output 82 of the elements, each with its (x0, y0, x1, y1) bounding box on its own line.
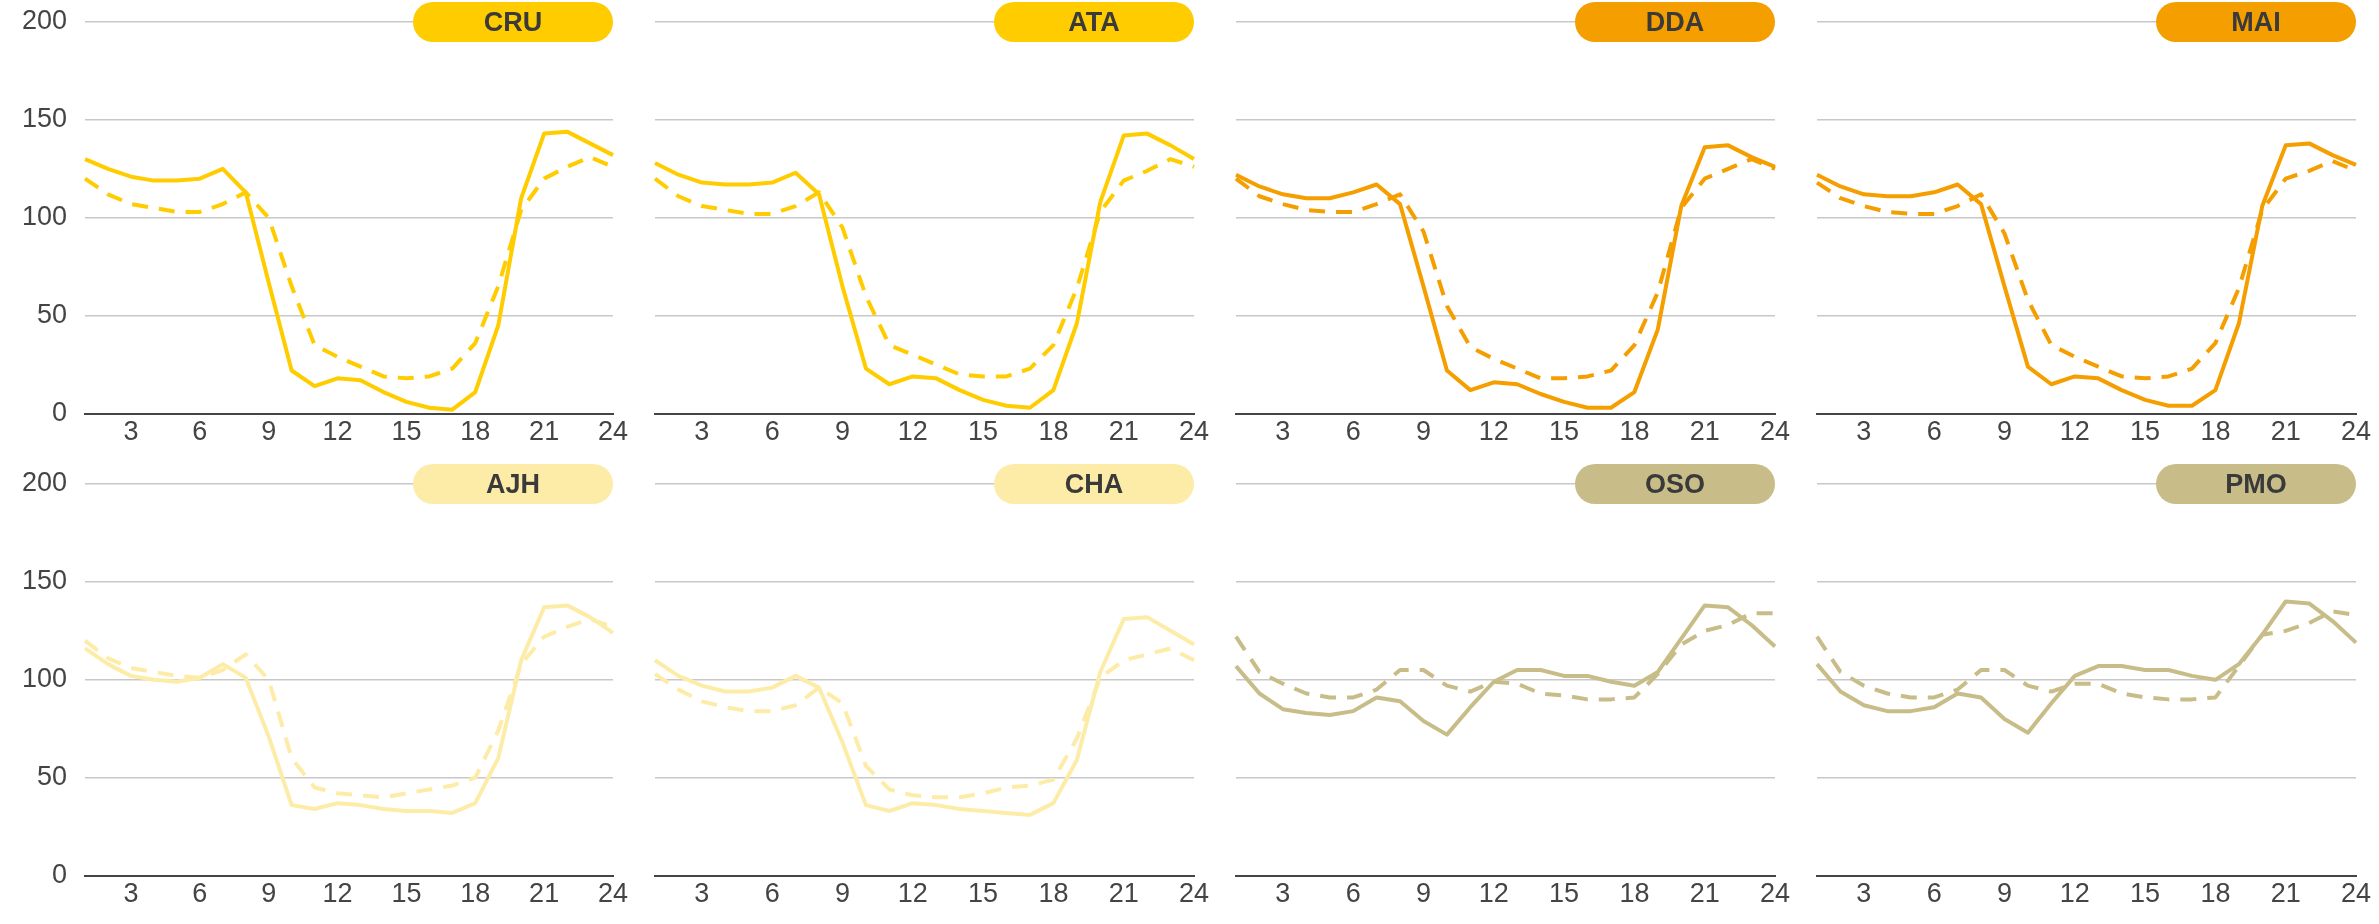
x-tick-label: 18 (2200, 878, 2231, 909)
x-tick-label: 9 (1996, 416, 2012, 447)
y-tick-label: 200 (21, 5, 68, 36)
x-tick-label: 9 (1996, 878, 2012, 909)
x-tick-label: 15 (391, 878, 422, 909)
x-tick-label: 24 (597, 416, 629, 447)
x-tick-label: 6 (1926, 416, 1942, 447)
x-tick-label: 21 (1108, 416, 1139, 447)
x-tick-label: 3 (1275, 878, 1291, 909)
x-tick-label: 18 (1619, 878, 1650, 909)
x-tick-label: 12 (2059, 878, 2090, 909)
y-tick-label: 150 (21, 565, 68, 596)
y-tick-label: 0 (52, 397, 68, 428)
chart-title: MAI (2231, 6, 2281, 38)
x-tick-label: 21 (1689, 878, 1720, 909)
x-tick-label: 6 (1345, 878, 1361, 909)
y-tick-label: 0 (52, 859, 68, 890)
y-tick-label: 50 (37, 299, 68, 330)
x-tick-label: 24 (1178, 416, 1210, 447)
x-tick-label: 3 (694, 878, 710, 909)
x-tick-label: 15 (2130, 416, 2161, 447)
x-tick-label: 6 (192, 416, 208, 447)
x-tick-label: 15 (968, 878, 999, 909)
x-tick-label: 21 (1689, 416, 1720, 447)
x-tick-label: 12 (322, 878, 353, 909)
y-tick-label: 100 (21, 663, 68, 694)
x-tick-label: 6 (192, 878, 208, 909)
x-tick-label: 3 (123, 416, 139, 447)
x-tick-label: 9 (834, 416, 850, 447)
chart-title: PMO (2225, 468, 2287, 500)
x-tick-label: 3 (1856, 878, 1872, 909)
x-tick-label: 15 (1549, 416, 1580, 447)
x-tick-label: 9 (834, 878, 850, 909)
x-tick-label: 12 (2059, 416, 2090, 447)
x-tick-label: 18 (2200, 416, 2231, 447)
x-tick-label: 12 (897, 878, 928, 909)
x-tick-label: 18 (1619, 416, 1650, 447)
x-tick-label: 3 (123, 878, 139, 909)
x-tick-label: 21 (2270, 878, 2301, 909)
x-tick-label: 6 (1345, 416, 1361, 447)
x-tick-label: 12 (322, 416, 353, 447)
x-tick-label: 24 (1759, 878, 1791, 909)
x-tick-label: 21 (529, 416, 560, 447)
x-tick-label: 12 (897, 416, 928, 447)
x-tick-label: 9 (261, 416, 277, 447)
x-tick-label: 6 (764, 878, 780, 909)
x-tick-label: 18 (1038, 878, 1069, 909)
chart-title: ATA (1068, 6, 1120, 38)
x-tick-label: 21 (1108, 878, 1139, 909)
chart-title: AJH (485, 468, 541, 500)
x-tick-label: 18 (460, 416, 491, 447)
y-tick-label: 150 (21, 103, 68, 134)
chart-title: DDA (1645, 6, 1705, 38)
chart-title: CRU (483, 6, 543, 38)
x-tick-label: 15 (391, 416, 422, 447)
x-tick-label: 18 (1038, 416, 1069, 447)
y-tick-label: 50 (37, 761, 68, 792)
x-tick-label: 12 (1478, 878, 1509, 909)
x-tick-label: 12 (1478, 416, 1509, 447)
x-tick-label: 9 (1415, 416, 1431, 447)
y-tick-label: 100 (21, 201, 68, 232)
x-tick-label: 15 (968, 416, 999, 447)
x-tick-label: 24 (2340, 878, 2372, 909)
x-tick-label: 15 (2130, 878, 2161, 909)
x-tick-label: 21 (529, 878, 560, 909)
x-tick-label: 3 (1275, 416, 1291, 447)
x-tick-label: 18 (460, 878, 491, 909)
x-tick-label: 9 (1415, 878, 1431, 909)
x-tick-label: 6 (1926, 878, 1942, 909)
x-tick-label: 15 (1549, 878, 1580, 909)
x-tick-label: 24 (2340, 416, 2372, 447)
x-tick-label: 3 (1856, 416, 1872, 447)
y-tick-label: 200 (21, 467, 68, 498)
chart-title: OSO (1644, 468, 1706, 500)
x-tick-label: 24 (597, 878, 629, 909)
x-tick-label: 3 (694, 416, 710, 447)
x-tick-label: 24 (1178, 878, 1210, 909)
x-tick-label: 24 (1759, 416, 1791, 447)
chart-title: CHA (1064, 468, 1124, 500)
x-tick-label: 21 (2270, 416, 2301, 447)
x-tick-label: 9 (261, 878, 277, 909)
x-tick-label: 6 (764, 416, 780, 447)
